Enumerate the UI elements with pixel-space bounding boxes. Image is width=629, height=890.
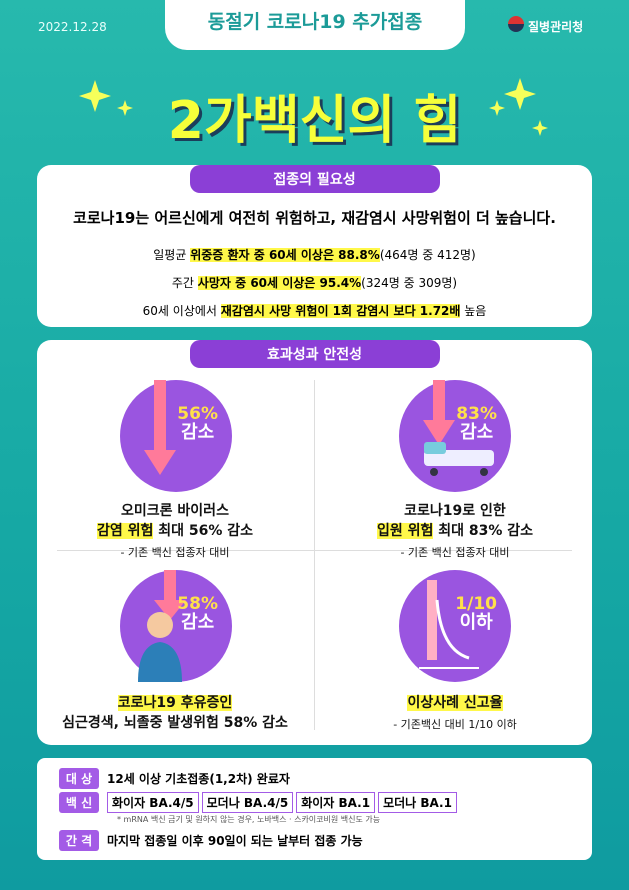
label: 백 신 xyxy=(59,792,99,813)
text: 일평균 xyxy=(153,248,191,262)
text: 코로나19로 인한 xyxy=(404,503,506,519)
label: 대 상 xyxy=(59,768,99,789)
text: 83% xyxy=(456,404,497,424)
label: 간 격 xyxy=(59,830,99,851)
vaccine: 화이자 BA.4/5 xyxy=(107,792,199,813)
card-text: 코로나19 후유증인 심근경색, 뇌졸중 발생위험 58% 감소 xyxy=(30,692,320,732)
effect-box: 효과성과 안전성 56% 감소 오미크론 바이러스 감염 위험 최대 56% 감소… xyxy=(37,340,592,745)
note: - 기존 백신 접종자 대비 xyxy=(120,546,230,559)
org-logo xyxy=(508,16,524,32)
icon-circle: 83% 감소 xyxy=(399,380,511,492)
text: 오미크론 바이러스 xyxy=(121,503,229,519)
top-title: 동절기 코로나19 추가접종 xyxy=(165,0,465,50)
text: 이하 xyxy=(459,611,493,633)
info-row: 백 신 화이자 BA.4/5 모더나 BA.4/5 화이자 BA.1 모더나 BA.1 xyxy=(59,792,460,813)
highlight: 위중증 환자 중 60세 이상은 88.8% xyxy=(190,248,380,262)
need-box: 접종의 필요성 코로나19는 어르신에게 여전히 위험하고, 재감염시 사망위험… xyxy=(37,165,592,327)
highlight: 재감염시 사망 위험이 1회 감염시 보다 1.72배 xyxy=(220,304,461,318)
need-line: 일평균 위중증 환자 중 60세 이상은 88.8%(464명 중 412명) xyxy=(37,241,592,269)
card-text: 오미크론 바이러스 감염 위험 최대 56% 감소 - 기존 백신 접종자 대비 xyxy=(30,500,320,560)
text: 최대 56% 감소 xyxy=(153,523,254,539)
text: 감소 xyxy=(181,611,215,633)
need-line: 주간 사망자 중 60세 이상은 95.4%(324명 중 309명) xyxy=(37,269,592,297)
vaccine: 화이자 BA.1 xyxy=(296,792,376,813)
info-box: 대 상 12세 이상 기초접종(1,2차) 완료자 백 신 화이자 BA.4/5 모더… xyxy=(37,758,592,860)
info-row: 대 상 12세 이상 기초접종(1,2차) 완료자 xyxy=(59,768,290,789)
badge: 1/10 이하 xyxy=(455,594,497,633)
divider xyxy=(57,550,572,551)
text: 높음 xyxy=(460,304,487,318)
text: 주간 xyxy=(171,276,198,290)
text: 58% xyxy=(177,594,218,614)
text: (464명 중 412명) xyxy=(379,248,476,262)
text: 감소 xyxy=(460,421,494,443)
text: 최대 83% 감소 xyxy=(433,523,534,539)
vaccine: 모더나 BA.4/5 xyxy=(201,792,294,813)
badge: 83% 감소 xyxy=(456,404,497,443)
main-title: 2가백신의 힘 xyxy=(167,91,462,151)
vaccine: 모더나 BA.1 xyxy=(378,792,457,813)
effect-title: 효과성과 안전성 xyxy=(189,340,440,368)
text: 감소 xyxy=(181,421,215,443)
highlight: 사망자 중 60세 이상은 95.4% xyxy=(197,276,362,290)
text: (324명 중 309명) xyxy=(361,276,458,290)
org-name: 질병관리청 xyxy=(528,20,584,34)
sparkles xyxy=(79,78,548,136)
info-row: 간 격 마지막 접종일 이후 90일이 되는 날부터 접종 가능 xyxy=(59,830,363,851)
need-lines: 일평균 위중증 환자 중 60세 이상은 88.8%(464명 중 412명) … xyxy=(37,241,592,325)
text: 심근경색, 뇌졸중 발생위험 58% 감소 xyxy=(62,715,288,731)
highlight: 감염 위험 xyxy=(96,523,154,539)
need-title: 접종의 필요성 xyxy=(189,165,440,193)
highlight: 입원 위험 xyxy=(376,523,434,539)
badge: 56% 감소 xyxy=(177,404,218,443)
need-line: 60세 이상에서 재감염시 사망 위험이 1회 감염시 보다 1.72배 높음 xyxy=(37,297,592,325)
text: 1/10 xyxy=(455,594,497,614)
card-text: 이상사례 신고율 - 기존백신 대비 1/10 이하 xyxy=(310,692,600,732)
text: 마지막 접종일 이후 90일이 되는 날부터 접종 가능 xyxy=(107,834,363,848)
date: 2022.12.28 xyxy=(38,20,107,34)
icon-circle: 58% 감소 xyxy=(120,570,232,682)
bed-icon xyxy=(423,380,494,476)
icon-circle: 56% 감소 xyxy=(120,380,232,492)
note: - 기존 백신 접종자 대비 xyxy=(400,546,510,559)
highlight: 코로나19 후유증인 xyxy=(117,695,233,711)
text: 60세 이상에서 xyxy=(142,304,221,318)
person-icon xyxy=(138,570,186,682)
need-headline: 코로나19는 어르신에게 여전히 위험하고, 재감염시 사망위험이 더 높습니다… xyxy=(73,209,556,227)
icon-circle: 1/10 이하 xyxy=(399,570,511,682)
chart-icon xyxy=(419,580,479,669)
text: 12세 이상 기초접종(1,2차) 완료자 xyxy=(107,772,290,786)
highlight: 이상사례 신고율 xyxy=(407,695,503,711)
divider xyxy=(314,380,315,730)
note: - 기존백신 대비 1/10 이하 xyxy=(393,718,517,731)
note: * mRNA 백신 금기 및 원하지 않는 경우, 노바백스 · 스카이코비원 … xyxy=(117,815,381,824)
badge: 58% 감소 xyxy=(177,594,218,633)
text: 56% xyxy=(177,404,218,424)
card-text: 코로나19로 인한 입원 위험 최대 83% 감소 - 기존 백신 접종자 대비 xyxy=(310,500,600,560)
arrow-icon xyxy=(144,380,176,475)
